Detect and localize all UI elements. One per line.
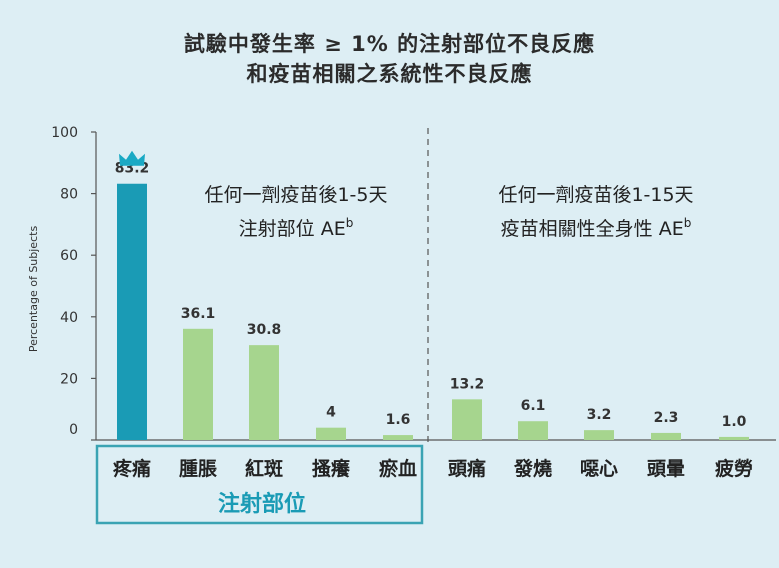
category-label: 噁心 [580, 458, 618, 480]
category-label: 發燒 [513, 457, 552, 480]
bar [518, 421, 548, 440]
bar [316, 427, 346, 440]
bar-value-label: 36.1 [181, 306, 216, 322]
bar-value-label: 6.1 [521, 398, 546, 414]
y-tick-label: 20 [60, 371, 78, 387]
chart-title-line-1: 試驗中發生率 ≥ 1% 的注射部位不良反應 [183, 32, 596, 56]
bar [183, 328, 213, 440]
category-label: 頭痛 [448, 457, 486, 480]
bar [452, 399, 482, 440]
category-label: 疼痛 [113, 457, 151, 480]
bar [651, 432, 681, 440]
bar-value-label: 1.0 [722, 414, 747, 430]
bar-value-label: 2.3 [654, 410, 679, 426]
crown-icon [119, 150, 145, 166]
bar [383, 435, 413, 440]
bar-value-label: 13.2 [450, 376, 485, 392]
y-tick-label: 0 [69, 422, 78, 438]
category-label: 腫脹 [179, 457, 217, 480]
group-label-line-2: 注射部位 AEb [239, 216, 354, 240]
bar-value-label: 30.8 [247, 322, 282, 338]
group-label-line-1: 任何一劑疫苗後1-15天 [498, 184, 693, 206]
group-label-line-2: 疫苗相關性全身性 AEb [501, 216, 692, 240]
bar-value-label: 3.2 [587, 407, 612, 423]
y-tick-label: 40 [60, 310, 78, 326]
category-label: 搔癢 [312, 457, 351, 480]
category-label: 瘀血 [379, 457, 417, 480]
y-tick-label: 60 [60, 248, 78, 264]
y-tick-label: 80 [60, 187, 78, 203]
bar [249, 345, 279, 440]
category-label: 疲勞 [715, 457, 753, 480]
highlight-box-label: 注射部位 [218, 491, 306, 517]
category-label: 頭暈 [647, 458, 685, 480]
bar-value-label: 1.6 [386, 412, 411, 428]
bar [117, 183, 147, 440]
group-label-line-1: 任何一劑疫苗後1-5天 [204, 184, 387, 206]
chart-title-line-2: 和疫苗相關之系統性不良反應 [246, 62, 533, 86]
y-tick-label: 100 [51, 125, 78, 141]
highlight-box [95, 444, 424, 525]
bar-value-label: 4 [326, 405, 336, 421]
bar [584, 430, 614, 440]
bar [719, 436, 749, 440]
category-label: 紅斑 [245, 457, 283, 480]
y-axis-label: Percentage of Subjects [27, 226, 40, 353]
